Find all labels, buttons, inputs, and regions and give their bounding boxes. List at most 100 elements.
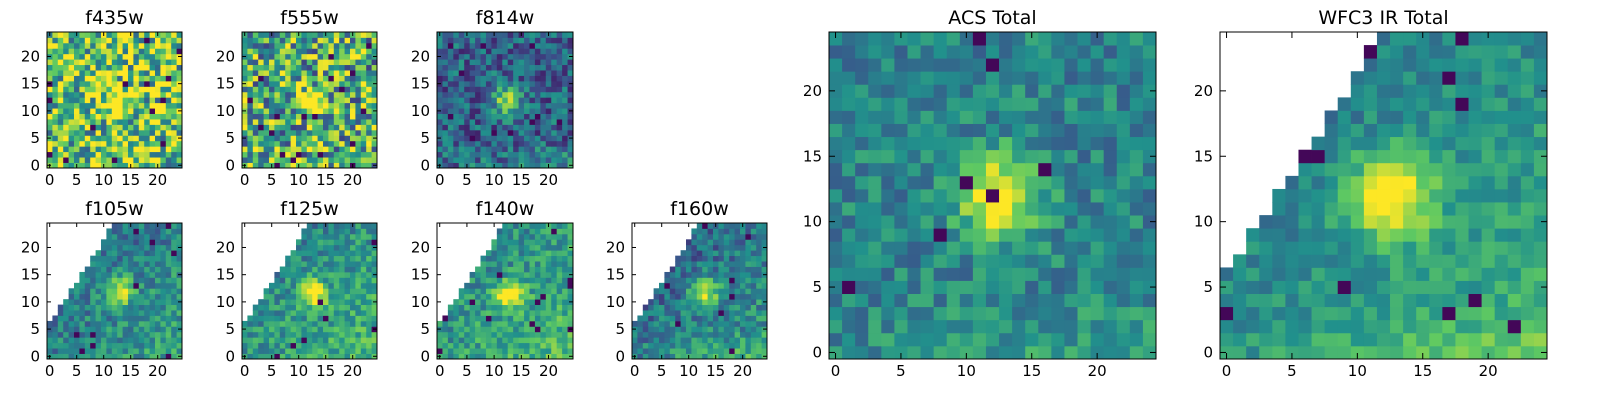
heatmap-cell [63, 135, 69, 142]
heatmap-cell [442, 331, 449, 338]
heatmap-cell [761, 282, 768, 289]
heatmap-cell [480, 282, 487, 289]
heatmap-cell [144, 80, 150, 87]
heatmap-cell [176, 157, 183, 163]
heatmap-cell [745, 255, 752, 262]
heatmap-cell [842, 97, 856, 111]
heatmap-cell [1324, 254, 1339, 268]
y-tick-label: 15 [411, 75, 430, 93]
heatmap-cell [263, 140, 270, 147]
heatmap-cell [881, 202, 895, 216]
heatmap-cell [1103, 319, 1118, 334]
heatmap-cell [333, 353, 340, 360]
heatmap-cell [165, 320, 172, 327]
heatmap-cell [165, 97, 172, 104]
heatmap-cell [556, 348, 563, 354]
heatmap-cell [252, 42, 259, 49]
heatmap-cell [122, 282, 129, 289]
heatmap-cell [518, 70, 525, 76]
heatmap-cell [907, 84, 921, 98]
heatmap-cell [52, 113, 59, 120]
heatmap-cell [540, 255, 547, 262]
heatmap-cell [138, 146, 145, 153]
heatmap-cell [562, 239, 568, 246]
heatmap-cell [117, 157, 123, 163]
heatmap-cell [366, 140, 372, 147]
heatmap-cell [279, 113, 286, 120]
heatmap-cell [502, 315, 509, 322]
heatmap-cell [756, 304, 762, 311]
heatmap-cell [469, 70, 476, 76]
heatmap-cell [117, 70, 123, 76]
heatmap-cell [1090, 228, 1105, 242]
heatmap-cell [312, 310, 318, 316]
heatmap-cell [149, 304, 156, 311]
heatmap-cell [355, 37, 362, 44]
heatmap-cell [653, 320, 660, 327]
heatmap-cell [122, 244, 129, 251]
heatmap-cell [1012, 32, 1026, 46]
heatmap-cell [540, 293, 547, 300]
heatmap-cell [165, 337, 172, 344]
heatmap-cell [317, 266, 324, 273]
heatmap-cell [57, 108, 64, 114]
heatmap-cell [702, 320, 708, 327]
y-tick-label: 0 [225, 347, 235, 365]
heatmap-cell [502, 37, 509, 44]
heatmap-cell [1468, 319, 1482, 334]
heatmap-cell [458, 53, 465, 60]
heatmap-cell [160, 266, 167, 273]
heatmap-cell [729, 348, 735, 354]
heatmap-cell [713, 331, 719, 338]
heatmap-cell [111, 266, 118, 273]
heatmap-cell [360, 315, 367, 322]
heatmap-cell [518, 266, 525, 273]
heatmap-cell [485, 80, 492, 87]
heatmap-cell [339, 223, 345, 229]
heatmap-cell [485, 331, 492, 338]
heatmap-cell [160, 342, 167, 349]
heatmap-cell [333, 299, 340, 305]
heatmap-cell [165, 304, 172, 311]
heatmap-cell [761, 250, 768, 257]
heatmap-cell [111, 140, 118, 147]
heatmap-cell [155, 233, 161, 240]
heatmap-cell [680, 310, 687, 316]
x-tick-label: 10 [289, 362, 308, 380]
heatmap-cell [176, 304, 183, 311]
heatmap-cell [366, 162, 372, 169]
heatmap-cell [567, 337, 574, 344]
heatmap-cell [290, 348, 297, 354]
heatmap-cell [171, 228, 177, 235]
heatmap-cell [1077, 71, 1091, 85]
heatmap-cell [328, 119, 335, 125]
heatmap-cell [366, 80, 372, 87]
heatmap-cell [1533, 319, 1548, 334]
heatmap-cell [269, 293, 275, 300]
heatmap-cell [507, 37, 514, 44]
heatmap-cell [122, 223, 129, 229]
heatmap-cell [165, 113, 172, 120]
heatmap-cell [946, 267, 961, 281]
heatmap-cell [496, 282, 503, 289]
heatmap-cell [707, 315, 714, 322]
heatmap-cell [437, 42, 443, 49]
heatmap-cell [740, 288, 746, 295]
heatmap-cell [529, 70, 536, 76]
heatmap-cell [301, 326, 308, 333]
heatmap-cell [442, 320, 449, 327]
heatmap-cell [1103, 71, 1118, 85]
heatmap-cell [47, 129, 53, 136]
heatmap-cell [371, 293, 378, 300]
heatmap-cell [57, 348, 64, 354]
heatmap-cell [312, 64, 318, 71]
heatmap-cell [344, 223, 351, 229]
heatmap-cell [171, 326, 177, 333]
heatmap-cell [829, 188, 843, 203]
heatmap-cell [128, 42, 134, 49]
heatmap-cell [502, 250, 509, 257]
heatmap-cell [1455, 345, 1469, 360]
heatmap-cell [90, 129, 96, 136]
heatmap-cell [155, 277, 161, 284]
heatmap-cell [360, 151, 367, 158]
